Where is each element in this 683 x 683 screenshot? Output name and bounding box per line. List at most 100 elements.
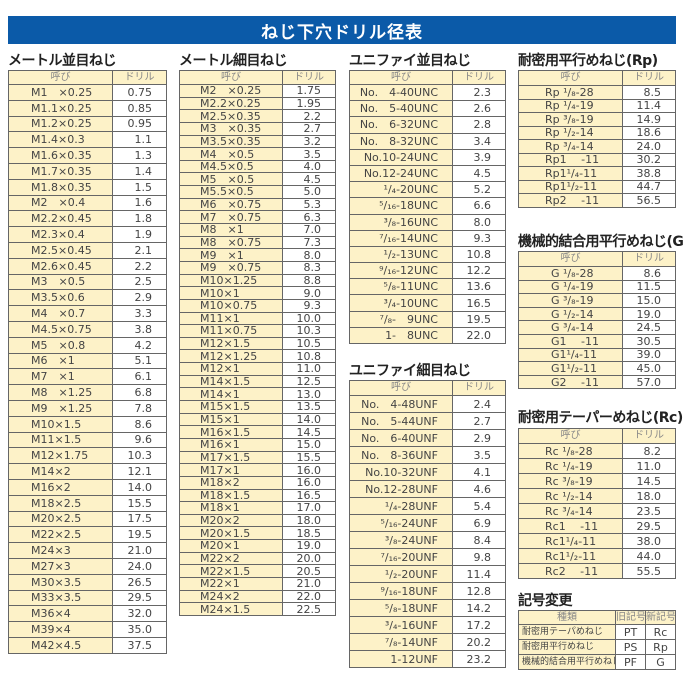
thread-size: M16×1.5 bbox=[179, 425, 283, 439]
table-row: M2 ×0.4 1.6 bbox=[8, 194, 167, 212]
thread-size: No.12-24UNC bbox=[349, 164, 453, 183]
table-row: M20×2 18.0 bbox=[179, 513, 336, 528]
table-rp: 呼び ドリル Rp ¹/₈-28 8.5 Rp ¹/₄-19 11.4 Rp ³/₈-19 1… bbox=[518, 70, 676, 208]
table-row: ³/₄-10UNC 16.5 bbox=[349, 294, 506, 312]
header-name: 呼び bbox=[518, 251, 623, 267]
table-row: ⁷/₁₆-14UNC 9.3 bbox=[349, 229, 506, 247]
table-row: No. 4-48UNF 2.4 bbox=[349, 395, 506, 413]
drill-size: 2.5 bbox=[112, 273, 167, 291]
header-drill: ドリル bbox=[452, 70, 506, 85]
section-title-g: 機械的結合用平行めねじ(G) bbox=[518, 234, 683, 250]
section-title-unf: ユニファイ細目ねじ bbox=[349, 363, 471, 379]
thread-size: M16×2 bbox=[8, 478, 113, 496]
table-row: M1.2×0.25 0.95 bbox=[8, 115, 167, 133]
drill-size: 13.5 bbox=[282, 400, 336, 414]
section-title-metric-coarse: メートル並目ねじ bbox=[8, 53, 117, 69]
thread-size: Rp ³/₈-19 bbox=[518, 112, 623, 127]
thread-size: M18×1.5 bbox=[179, 488, 283, 503]
thread-size: M15×1.5 bbox=[179, 400, 283, 414]
table-row: M22×1 21.0 bbox=[179, 576, 336, 591]
thread-size: ⁵/₁₆-24UNF bbox=[349, 514, 453, 532]
table-row: M5.5×0.5 5.0 bbox=[179, 185, 336, 199]
thread-size: M15×1 bbox=[179, 412, 283, 427]
table-row: ⁵/₁₆-18UNC 6.6 bbox=[349, 197, 506, 215]
table-row: M2.6×0.45 2.2 bbox=[8, 257, 167, 275]
drill-size: 11.0 bbox=[622, 458, 676, 474]
thread-size: M8 ×0.75 bbox=[179, 235, 283, 250]
drill-size: 1.9 bbox=[112, 226, 167, 243]
page-title: ねじ下穴ドリル径表 bbox=[8, 16, 676, 44]
table-row: M6 ×0.75 5.3 bbox=[179, 197, 336, 212]
drill-size: 18.0 bbox=[622, 488, 676, 504]
table-row: G1 -11 30.5 bbox=[518, 333, 676, 349]
thread-size: Rc ¹/₄-19 bbox=[518, 458, 623, 474]
drill-size: 1.5 bbox=[112, 178, 167, 196]
thread-size: No. 4-48UNF bbox=[349, 395, 453, 413]
table-row: M9 ×1.25 7.8 bbox=[8, 399, 167, 417]
drill-size: 8.6 bbox=[622, 266, 676, 281]
thread-size: G1¹/₂-11 bbox=[518, 361, 623, 376]
thread-size: M5 ×0.8 bbox=[8, 336, 113, 354]
thread-size: ³/₄-10UNC bbox=[349, 294, 453, 312]
table-row: ³/₈-16UNC 8.0 bbox=[349, 213, 506, 231]
thread-size: ⁷/₈- 9UNC bbox=[349, 310, 453, 328]
drill-size: 44.0 bbox=[622, 548, 676, 564]
table-unc: 呼び ドリル No. 4-40UNC 2.3 No. 5-40UNC 2.6 No. 6-3… bbox=[349, 70, 506, 345]
table-row: Rc ¹/₈-28 8.2 bbox=[518, 443, 676, 459]
thread-size: No. 5-44UNF bbox=[349, 412, 453, 430]
thread-size: G ¹/₄-19 bbox=[518, 279, 623, 295]
thread-size: M39×4 bbox=[8, 621, 113, 638]
thread-size: No. 5-40UNC bbox=[349, 100, 453, 118]
table-row: M20×1 19.0 bbox=[179, 539, 336, 553]
thread-size: No. 8-36UNF bbox=[349, 446, 453, 464]
thread-size: M9 ×0.75 bbox=[179, 260, 283, 275]
drill-size: 8.3 bbox=[282, 260, 336, 275]
drill-size: 3.5 bbox=[282, 147, 336, 161]
table-row: Rp1¹/₂-11 44.7 bbox=[518, 179, 676, 194]
drill-size: 8.8 bbox=[282, 273, 336, 288]
drill-size: 6.9 bbox=[452, 514, 506, 532]
thread-size: Rp ¹/₈-28 bbox=[518, 85, 623, 100]
table-row: G1¹/₄-11 39.0 bbox=[518, 347, 676, 363]
thread-size: Rc ³/₄-14 bbox=[518, 503, 623, 519]
thread-size: M24×1.5 bbox=[179, 602, 283, 616]
table-row: 1- 8UNC 22.0 bbox=[349, 326, 506, 345]
table-row: M5 ×0.8 4.2 bbox=[8, 336, 167, 354]
thread-size: ³/₈-24UNF bbox=[349, 531, 453, 549]
thread-size: M14×1 bbox=[179, 387, 283, 402]
table-row: M8 ×1 7.0 bbox=[179, 223, 336, 237]
thread-size: M20×1 bbox=[179, 539, 283, 553]
table-row: No.10-32UNF 4.1 bbox=[349, 463, 506, 481]
drill-size: 2.7 bbox=[452, 412, 506, 430]
thread-size: ³/₄-16UNF bbox=[349, 616, 453, 634]
table-row: M10×0.75 9.3 bbox=[179, 298, 336, 313]
drill-size: 3.9 bbox=[452, 148, 506, 166]
drill-size: 7.8 bbox=[112, 399, 167, 417]
drill-size: 2.3 bbox=[452, 83, 506, 102]
thread-size: ³/₈-16UNC bbox=[349, 213, 453, 231]
thread-size: M1.8×0.35 bbox=[8, 178, 113, 196]
thread-size: G2 -11 bbox=[518, 374, 623, 390]
thread-size: G ¹/₈-28 bbox=[518, 266, 623, 281]
thread-size: M2.5×0.45 bbox=[8, 241, 113, 259]
thread-size: M27×3 bbox=[8, 557, 113, 575]
table-row: M2.5×0.45 2.1 bbox=[8, 241, 167, 259]
header-row: 種類 旧記号 新記号 bbox=[518, 610, 676, 625]
thread-size: M6 ×0.75 bbox=[179, 197, 283, 212]
drill-size: 38.8 bbox=[622, 166, 676, 181]
table-row: M1.6×0.35 1.3 bbox=[8, 147, 167, 164]
drill-size: 2.6 bbox=[452, 100, 506, 118]
thread-size: Rp1¹/₄-11 bbox=[518, 166, 623, 181]
thread-size: M3.5×0.35 bbox=[179, 134, 283, 149]
table-row: M17×1 16.0 bbox=[179, 463, 336, 477]
table-row: M14×1 13.0 bbox=[179, 387, 336, 402]
table-row: ³/₄-16UNF 17.2 bbox=[349, 616, 506, 634]
table-row: ⁷/₈-14UNF 20.2 bbox=[349, 633, 506, 651]
drill-size: 12.2 bbox=[452, 262, 506, 280]
table-row: Rc1 -11 29.5 bbox=[518, 518, 676, 534]
section-title-rp: 耐密用平行めねじ(Rp) bbox=[518, 53, 658, 69]
header-drill: ドリル bbox=[622, 428, 676, 444]
header-name: 呼び bbox=[8, 70, 113, 85]
thread-size: M2.2×0.25 bbox=[179, 96, 283, 111]
thread-size: ⁷/₁₆-14UNC bbox=[349, 229, 453, 247]
